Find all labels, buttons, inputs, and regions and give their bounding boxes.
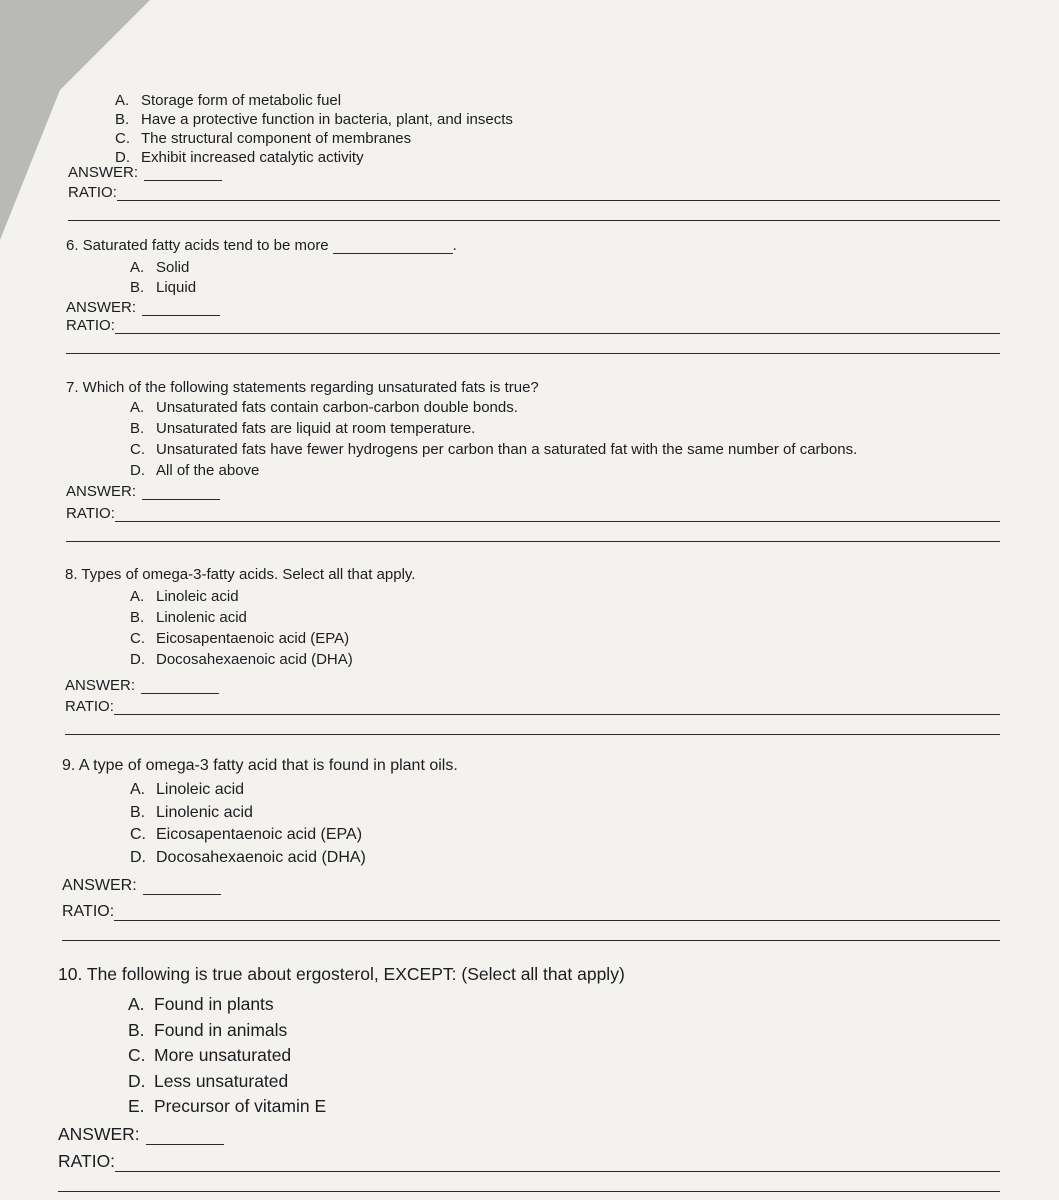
- ratio-line: [113, 713, 1000, 715]
- option-letter: C.: [128, 1045, 146, 1066]
- ratio-line: [114, 920, 1000, 921]
- option-text: Unsaturated fats are liquid at room temp…: [156, 419, 476, 437]
- option-text: Liquid: [156, 278, 197, 296]
- ratio-label: RATIO:: [65, 697, 114, 715]
- option-letter: A.: [128, 994, 145, 1015]
- option-letter: B.: [128, 1019, 145, 1040]
- option-letter: D.: [130, 461, 145, 479]
- option-text: Linoleic acid: [156, 781, 245, 798]
- option-text: Unsaturated fats contain carbon-carbon d…: [156, 398, 518, 416]
- ratio-label: RATIO:: [66, 504, 115, 522]
- ratio-line: [68, 219, 1000, 221]
- option-text: Have a protective function in bacteria, …: [141, 110, 513, 128]
- ratio-label: RATIO:: [58, 1151, 116, 1172]
- option-text: Precursor of vitamin E: [154, 1096, 327, 1117]
- option-letter: C.: [130, 629, 145, 647]
- option-letter: B.: [130, 278, 145, 296]
- option-text: Storage form of metabolic fuel: [141, 91, 342, 109]
- option-text: Less unsaturated: [154, 1070, 289, 1091]
- answer-label: ANSWER:: [58, 1124, 140, 1145]
- option-letter: B.: [130, 803, 146, 821]
- ratio-label: RATIO:: [62, 903, 115, 920]
- answer-label: ANSWER:: [65, 676, 136, 694]
- option-letter: A.: [130, 398, 145, 416]
- ratio-line: [116, 199, 1000, 201]
- question-stem: 8. Types of omega-3-fatty acids. Select …: [65, 565, 416, 583]
- answer-blank: [142, 314, 221, 316]
- answer-blank: [142, 498, 221, 500]
- option-text: The structural component of membranes: [141, 129, 412, 147]
- answer-label: ANSWER:: [68, 163, 139, 181]
- question-stem: 10. The following is true about ergoster…: [58, 964, 625, 985]
- option-text: Docosahexaenoic acid (DHA): [156, 650, 353, 668]
- fill-blank: [332, 252, 453, 254]
- option-letter: D.: [130, 650, 145, 668]
- option-letter: B.: [130, 419, 145, 437]
- option-letter: C.: [115, 129, 130, 147]
- option-text: Eicosapentaenoic acid (EPA): [156, 826, 363, 843]
- option-text: Linolenic acid: [156, 803, 253, 821]
- option-text: Linoleic acid: [156, 587, 239, 605]
- option-text: Eicosapentaenoic acid (EPA): [156, 629, 350, 647]
- option-letter: A.: [130, 258, 145, 276]
- option-text: Found in animals: [154, 1019, 288, 1040]
- option-letter: C.: [130, 826, 146, 843]
- option-letter: D.: [115, 148, 130, 166]
- answer-label: ANSWER:: [62, 877, 137, 894]
- option-text: Solid: [156, 258, 190, 276]
- ratio-line: [114, 520, 1000, 522]
- ratio-line: [62, 940, 1000, 941]
- question-stem: 9. A type of omega-3 fatty acid that is …: [62, 757, 458, 774]
- ratio-label: RATIO:: [66, 316, 115, 334]
- ratio-line: [115, 1170, 1000, 1172]
- option-text: Unsaturated fats have fewer hydrogens pe…: [156, 440, 858, 458]
- option-text: All of the above: [156, 461, 260, 479]
- option-text: Found in plants: [154, 994, 274, 1015]
- ratio-line: [66, 540, 1000, 542]
- option-letter: B.: [130, 608, 145, 626]
- answer-blank: [142, 894, 221, 895]
- option-letter: C.: [130, 440, 145, 458]
- question-stem: 7. Which of the following statements reg…: [66, 378, 539, 396]
- option-letter: A.: [130, 587, 145, 605]
- ratio-line: [114, 332, 1000, 334]
- ratio-line: [66, 352, 1000, 354]
- answer-label: ANSWER:: [66, 482, 137, 500]
- option-text: More unsaturated: [154, 1045, 292, 1066]
- option-letter: E.: [128, 1096, 145, 1117]
- ratio-label: RATIO:: [68, 183, 117, 201]
- option-text: Linolenic acid: [156, 608, 247, 626]
- answer-blank: [145, 1143, 224, 1145]
- answer-label: ANSWER:: [66, 298, 137, 316]
- option-letter: A.: [130, 781, 146, 798]
- ratio-line: [65, 733, 1000, 735]
- option-text: Docosahexaenoic acid (DHA): [156, 848, 366, 866]
- ratio-line: [58, 1190, 1000, 1192]
- answer-blank: [144, 179, 223, 181]
- option-letter: B.: [115, 110, 130, 128]
- option-letter: D.: [128, 1070, 146, 1091]
- question-stem: 6. Saturated fatty acids tend to be more: [66, 236, 329, 254]
- answer-blank: [141, 692, 220, 694]
- stem-end: .: [452, 236, 457, 254]
- option-letter: D.: [130, 848, 146, 866]
- option-text: Exhibit increased catalytic activity: [141, 148, 364, 166]
- option-letter: A.: [115, 91, 130, 109]
